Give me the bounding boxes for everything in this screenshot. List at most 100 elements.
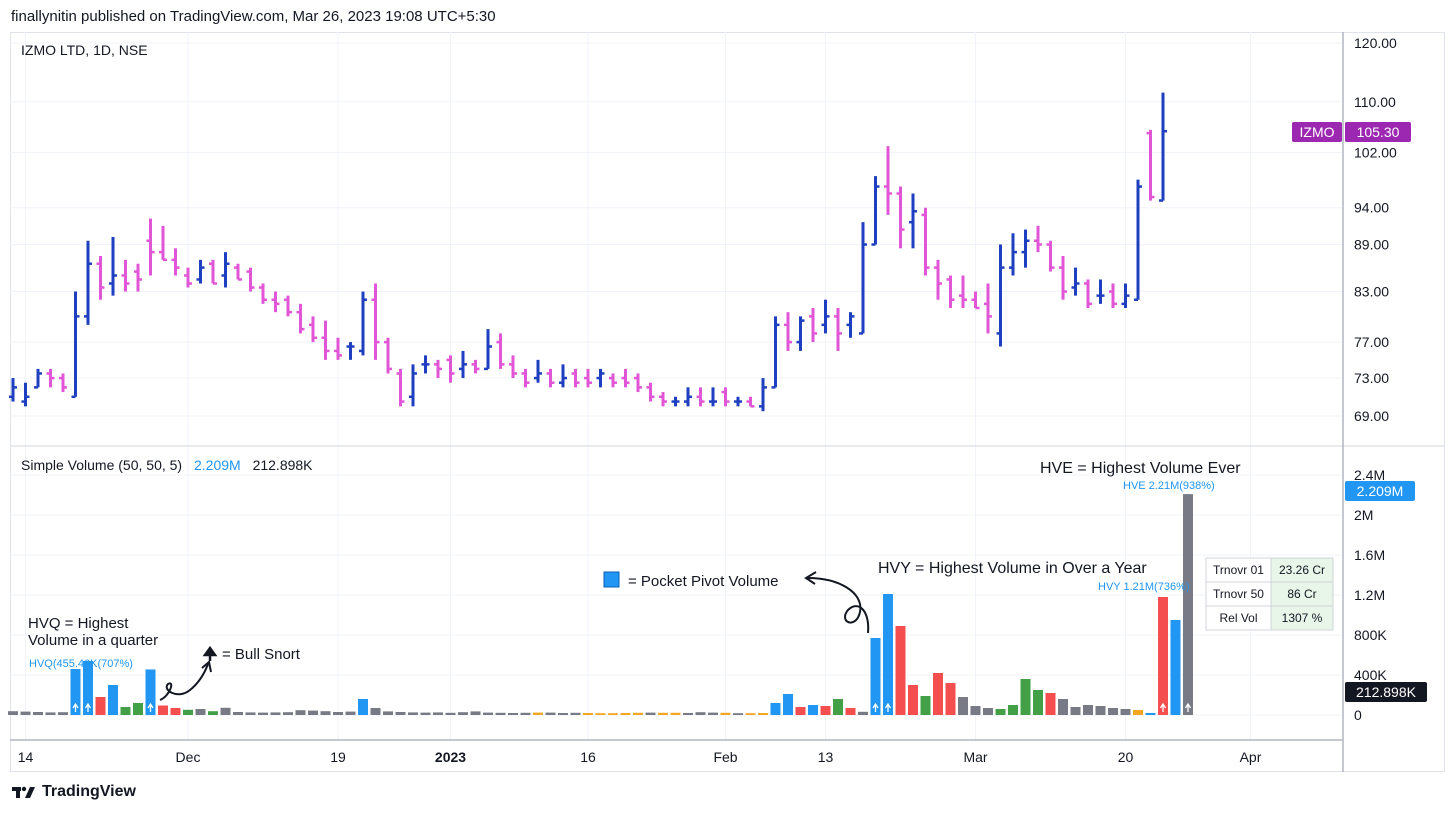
grid-lines [10, 32, 1343, 740]
volume-bar [908, 685, 918, 715]
ohlc-bar [234, 263, 242, 281]
volume-legend[interactable]: Simple Volume (50, 50, 5) 2.209M 212.898… [21, 457, 313, 473]
volume-bar [308, 710, 318, 715]
volume-bar [170, 708, 181, 715]
volume-bar [370, 708, 381, 715]
bull-snort-marker-icon [884, 702, 892, 712]
footer: TradingView [12, 783, 136, 801]
volume-bar [1020, 679, 1031, 715]
ohlc-bar [821, 299, 830, 334]
symbol-legend[interactable]: IZMO LTD, 1D, NSE [21, 42, 148, 58]
volume-legend-value1: 2.209M [194, 457, 241, 473]
ohlc-bar [1059, 255, 1067, 300]
ohlc-bar [384, 337, 392, 374]
volume-bar [458, 712, 468, 715]
volume-bars [8, 494, 1193, 715]
ohlc-bar [359, 291, 367, 356]
stats-value: 1307 % [1282, 611, 1323, 625]
volume-bar [208, 711, 218, 715]
ohlc-bar [959, 275, 967, 308]
price-tick-label: 69.00 [1354, 408, 1389, 424]
ohlc-bar [209, 259, 217, 285]
ohlc-bar [521, 368, 530, 388]
volume-bar [658, 712, 668, 715]
ohlc-bar [746, 396, 755, 408]
ohlc-bar [71, 291, 80, 399]
ohlc-bar [934, 259, 942, 300]
ohlc-bar [671, 396, 680, 407]
ohlc-bar [909, 193, 917, 249]
ohlc-bar [284, 295, 292, 317]
volume-tick-label: 400K [1354, 667, 1387, 683]
ohlc-bar [34, 368, 42, 389]
time-tick-label: Dec [176, 749, 201, 765]
volume-bar [920, 696, 931, 715]
ohlc-bar [921, 207, 930, 276]
ohlc-bar [59, 373, 67, 393]
volume-bar [383, 711, 393, 715]
volume-bar [1108, 708, 1118, 715]
publication-header: finallynitin published on TradingView.co… [11, 8, 496, 25]
stats-label-cell [1205, 605, 1272, 631]
volume-bar [408, 712, 418, 715]
time-tick-label: Mar [963, 749, 987, 765]
ohlc-bar [734, 396, 742, 407]
volume-tick-label: 2.4M [1354, 467, 1385, 483]
ohlc-bar [1046, 240, 1055, 272]
volume-bar [708, 712, 718, 715]
price-bars [9, 92, 1167, 412]
volume-bar [233, 712, 243, 715]
volume-bar [345, 711, 356, 715]
volume-bar [870, 638, 881, 715]
stats-label: Trnovr 01 [1213, 563, 1264, 577]
price-tick-label: 110.00 [1354, 94, 1396, 110]
ohlc-bar [534, 359, 542, 383]
time-tick-label: 2023 [435, 749, 466, 765]
ohlc-bar [559, 364, 567, 388]
volume-bar [445, 712, 456, 715]
ohlc-bar [484, 329, 492, 371]
price-tag-value-box [1345, 122, 1411, 142]
volume-bar [883, 594, 893, 715]
ohlc-bar [184, 267, 192, 288]
ohlc-bar [246, 267, 255, 292]
ohlc-bar [409, 364, 417, 407]
volume-average-tag-box [1345, 682, 1427, 702]
volume-legend-value2: 212.898K [253, 457, 314, 473]
ohlc-bar [46, 368, 55, 388]
volume-bar [1183, 494, 1193, 715]
volume-bar [1083, 705, 1093, 715]
ohlc-bar [259, 283, 267, 304]
ohlc-bar [634, 373, 642, 393]
bull-snort-marker-icon [872, 702, 879, 712]
volume-current-tag: 2.209M [1357, 483, 1404, 499]
ohlc-bar [846, 312, 855, 338]
pocket-pivot-arrow [807, 577, 870, 634]
stats-value-cell [1270, 581, 1334, 607]
axes: 120.00 110.00 102.00 94.00 89.00 83.00 77.00 73… [18, 35, 1397, 765]
volume-bar [645, 712, 656, 715]
volume-bar [820, 706, 831, 715]
ohlc-bar [796, 316, 805, 351]
ohlc-bar [809, 307, 817, 343]
volume-bar [720, 712, 731, 715]
volume-bar [470, 711, 481, 715]
volume-tick-label: 0 [1354, 707, 1362, 723]
volume-bar [295, 710, 306, 715]
time-tick-label: Feb [713, 749, 737, 765]
volume-tick-label: 1.2M [1354, 587, 1385, 603]
ohlc-bar [659, 392, 667, 407]
volume-bar [1120, 709, 1131, 715]
volume-bar [595, 713, 606, 715]
volume-bar [545, 712, 556, 715]
volume-tick-label: 2M [1354, 507, 1373, 523]
volume-bar [583, 713, 593, 715]
hvq-label: HVQ(455.46K(707%) [29, 658, 133, 670]
volume-bar [483, 712, 493, 715]
volume-bar [1095, 706, 1106, 715]
volume-bar [795, 707, 806, 715]
ohlc-bar [971, 291, 980, 310]
ohlc-bar [109, 236, 117, 296]
volume-bar [420, 712, 431, 715]
